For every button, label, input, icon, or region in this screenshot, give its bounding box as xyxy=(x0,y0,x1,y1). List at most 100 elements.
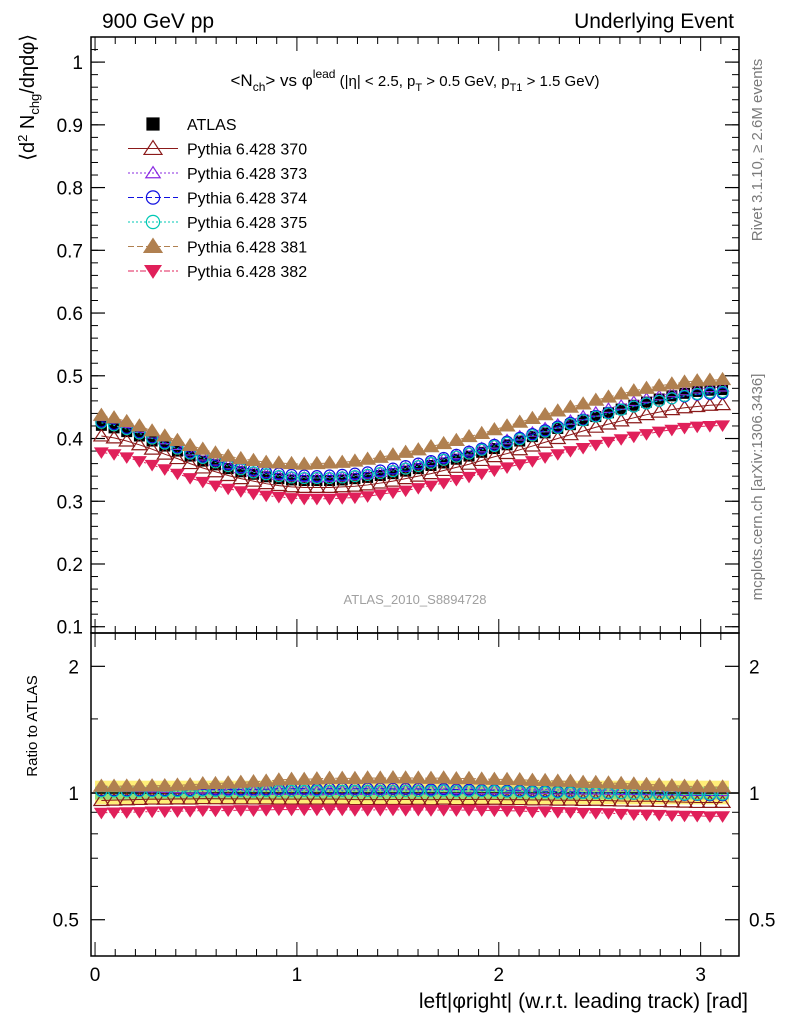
data-point xyxy=(485,449,503,463)
legend-entry: Pythia 6.428 375 xyxy=(128,214,307,232)
data-point xyxy=(461,444,477,456)
data-point xyxy=(168,450,187,465)
ratio-point xyxy=(295,771,313,785)
legend-label: Pythia 6.428 374 xyxy=(187,191,307,208)
data-point xyxy=(639,429,655,441)
ratio-point xyxy=(563,783,578,795)
data-point xyxy=(499,433,515,445)
data-point xyxy=(169,468,185,481)
ratio-point xyxy=(194,790,212,805)
ratio-point xyxy=(270,791,288,805)
data-point xyxy=(121,426,133,438)
legend-label: Pythia 6.428 375 xyxy=(187,215,307,232)
ratio-series-pythia-6-428-382 xyxy=(93,804,731,823)
ratio-point xyxy=(637,776,656,790)
data-point xyxy=(498,445,516,460)
data-point xyxy=(219,448,237,462)
ratio-point xyxy=(257,791,275,805)
data-point xyxy=(422,465,440,480)
data-point xyxy=(398,485,414,498)
series-line xyxy=(101,392,723,477)
ratio-series-pythia-6-428-375 xyxy=(95,784,729,801)
data-point xyxy=(108,422,120,434)
ratio-y-tick-label-right: 1 xyxy=(749,784,760,805)
ratio-point xyxy=(460,770,478,784)
data-point xyxy=(207,480,223,493)
data-point xyxy=(386,465,400,478)
data-point xyxy=(320,455,339,469)
data-point xyxy=(206,464,225,478)
data-point xyxy=(385,487,401,500)
data-point xyxy=(105,430,123,444)
ratio-point xyxy=(701,779,719,793)
ratio-point xyxy=(258,805,274,817)
data-point xyxy=(677,384,692,396)
ratio-point xyxy=(309,804,325,817)
data-point xyxy=(358,477,377,491)
legend-label: Pythia 6.428 381 xyxy=(187,240,307,257)
data-point xyxy=(526,429,539,442)
legend-marker xyxy=(145,190,161,205)
ratio-point xyxy=(346,770,364,784)
ratio-point xyxy=(500,785,514,798)
data-point xyxy=(666,390,678,402)
ratio-point xyxy=(282,791,301,805)
ratio-y-tick-label: 1 xyxy=(68,784,79,805)
data-point xyxy=(717,384,729,396)
data-point xyxy=(637,380,656,394)
data-point xyxy=(514,435,526,447)
ratio-point xyxy=(564,786,577,799)
ratio-point xyxy=(206,775,225,790)
ratio-point xyxy=(576,783,591,795)
ratio-point xyxy=(131,807,147,819)
data-point xyxy=(308,455,326,470)
ratio-point xyxy=(118,792,136,806)
ratio-point xyxy=(474,783,489,795)
legend-entry: Pythia 6.428 373 xyxy=(128,165,307,183)
data-point xyxy=(334,493,350,505)
ratio-point xyxy=(435,791,453,805)
ratio-point xyxy=(599,792,618,807)
data-point xyxy=(462,447,476,460)
data-point xyxy=(194,460,212,474)
ratio-point xyxy=(614,784,629,796)
data-point xyxy=(208,454,223,466)
data-point xyxy=(713,396,732,411)
ratio-point xyxy=(409,791,427,805)
ratio-point xyxy=(157,806,173,818)
data-point xyxy=(271,491,287,504)
ratio-point xyxy=(257,773,275,787)
data-point xyxy=(499,462,515,474)
data-point xyxy=(524,456,540,468)
ratio-point xyxy=(626,809,642,822)
ratio-point xyxy=(130,778,149,792)
ratio-point xyxy=(220,805,236,818)
legend-entry: ATLAS xyxy=(146,117,237,134)
ratio-point xyxy=(219,775,237,789)
ratio-point xyxy=(398,805,414,817)
data-point xyxy=(538,425,552,438)
ratio-point xyxy=(106,807,122,820)
data-point xyxy=(310,471,323,485)
ratio-point xyxy=(651,809,667,822)
data-point xyxy=(157,464,173,476)
ratio-point xyxy=(675,794,694,808)
ratio-point xyxy=(715,811,731,823)
data-point xyxy=(612,386,630,400)
main-y-tick-label: 0.1 xyxy=(57,618,83,639)
ratio-series-line xyxy=(101,798,723,804)
ratio-point xyxy=(168,791,187,805)
ratio-point xyxy=(486,805,502,818)
data-point xyxy=(473,452,491,467)
data-point xyxy=(665,392,678,405)
main-y-tick-label: 0.8 xyxy=(57,179,83,200)
data-point xyxy=(599,389,618,403)
data-point xyxy=(599,416,618,430)
data-point xyxy=(95,419,107,431)
main-y-tick-label: 0.4 xyxy=(57,430,84,451)
ratio-point xyxy=(447,770,465,785)
ratio-point xyxy=(232,791,250,805)
ratio-point xyxy=(537,783,553,795)
data-point xyxy=(358,451,377,465)
ratio-point xyxy=(485,771,503,785)
